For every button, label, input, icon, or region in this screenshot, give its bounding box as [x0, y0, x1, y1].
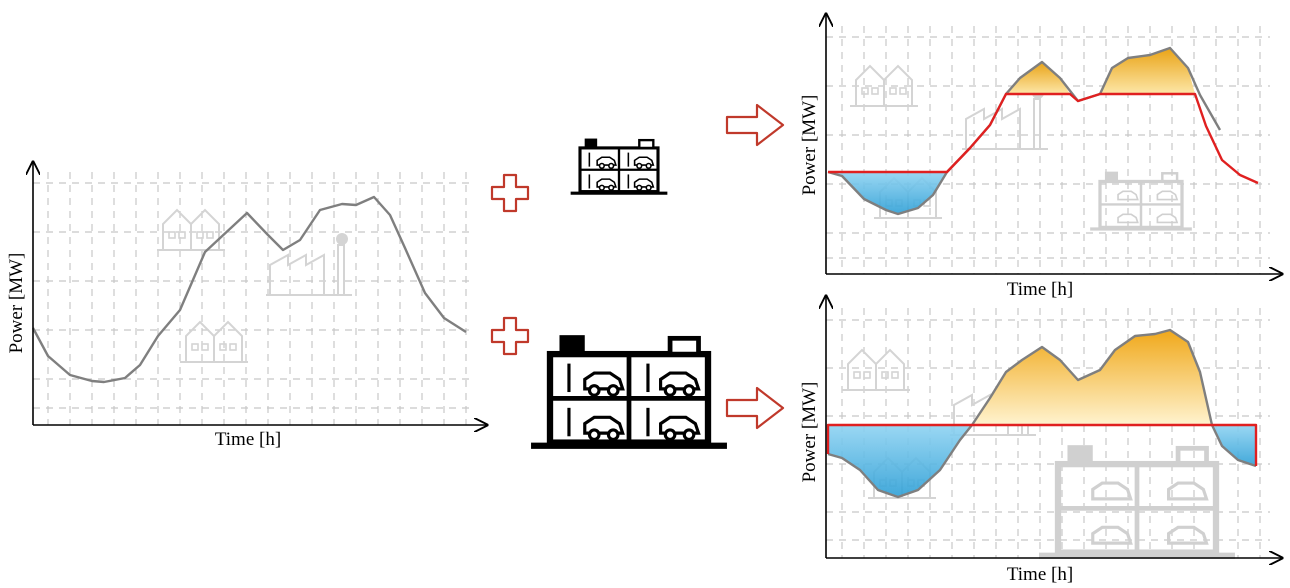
plus-icon	[490, 316, 530, 356]
discharging-area	[1100, 48, 1195, 94]
parking-garage-icon	[1039, 445, 1235, 556]
x-axis-label: Time [h]	[1007, 279, 1073, 300]
panel-large-storage: Time [h] Power [MW]	[799, 296, 1282, 585]
x-axis-label: Time [h]	[1007, 564, 1073, 585]
load-curve	[827, 46, 1222, 216]
x-axis-label: Time [h]	[215, 429, 281, 450]
charging-area	[1212, 425, 1256, 466]
storage-curve	[826, 423, 1258, 466]
parking-garage-icon	[569, 136, 669, 195]
y-axis-label: Power [MW]	[799, 382, 820, 483]
charging-area	[828, 172, 947, 214]
discharging-area	[972, 330, 1212, 425]
arrow-right-icon	[725, 386, 785, 430]
y-axis-label: Power [MW]	[799, 95, 820, 196]
grid	[33, 172, 475, 425]
load-curve	[827, 328, 1257, 499]
houses-icon	[179, 321, 249, 363]
discharging-area	[1006, 62, 1070, 94]
charging-area	[828, 425, 972, 497]
panel-small-storage: Time [h] Power [MW]	[799, 14, 1282, 300]
storage-curve	[828, 92, 1259, 185]
houses-icon	[841, 349, 911, 391]
arrow-right-icon	[725, 103, 785, 147]
parking-garage-icon	[531, 335, 727, 446]
y-axis-label: Power [MW]	[6, 253, 27, 354]
factory-icon	[265, 232, 353, 296]
load-curve	[31, 195, 467, 384]
plus-icon	[490, 173, 530, 213]
panel-base-load: Time [h] Power [MW]	[6, 162, 487, 450]
